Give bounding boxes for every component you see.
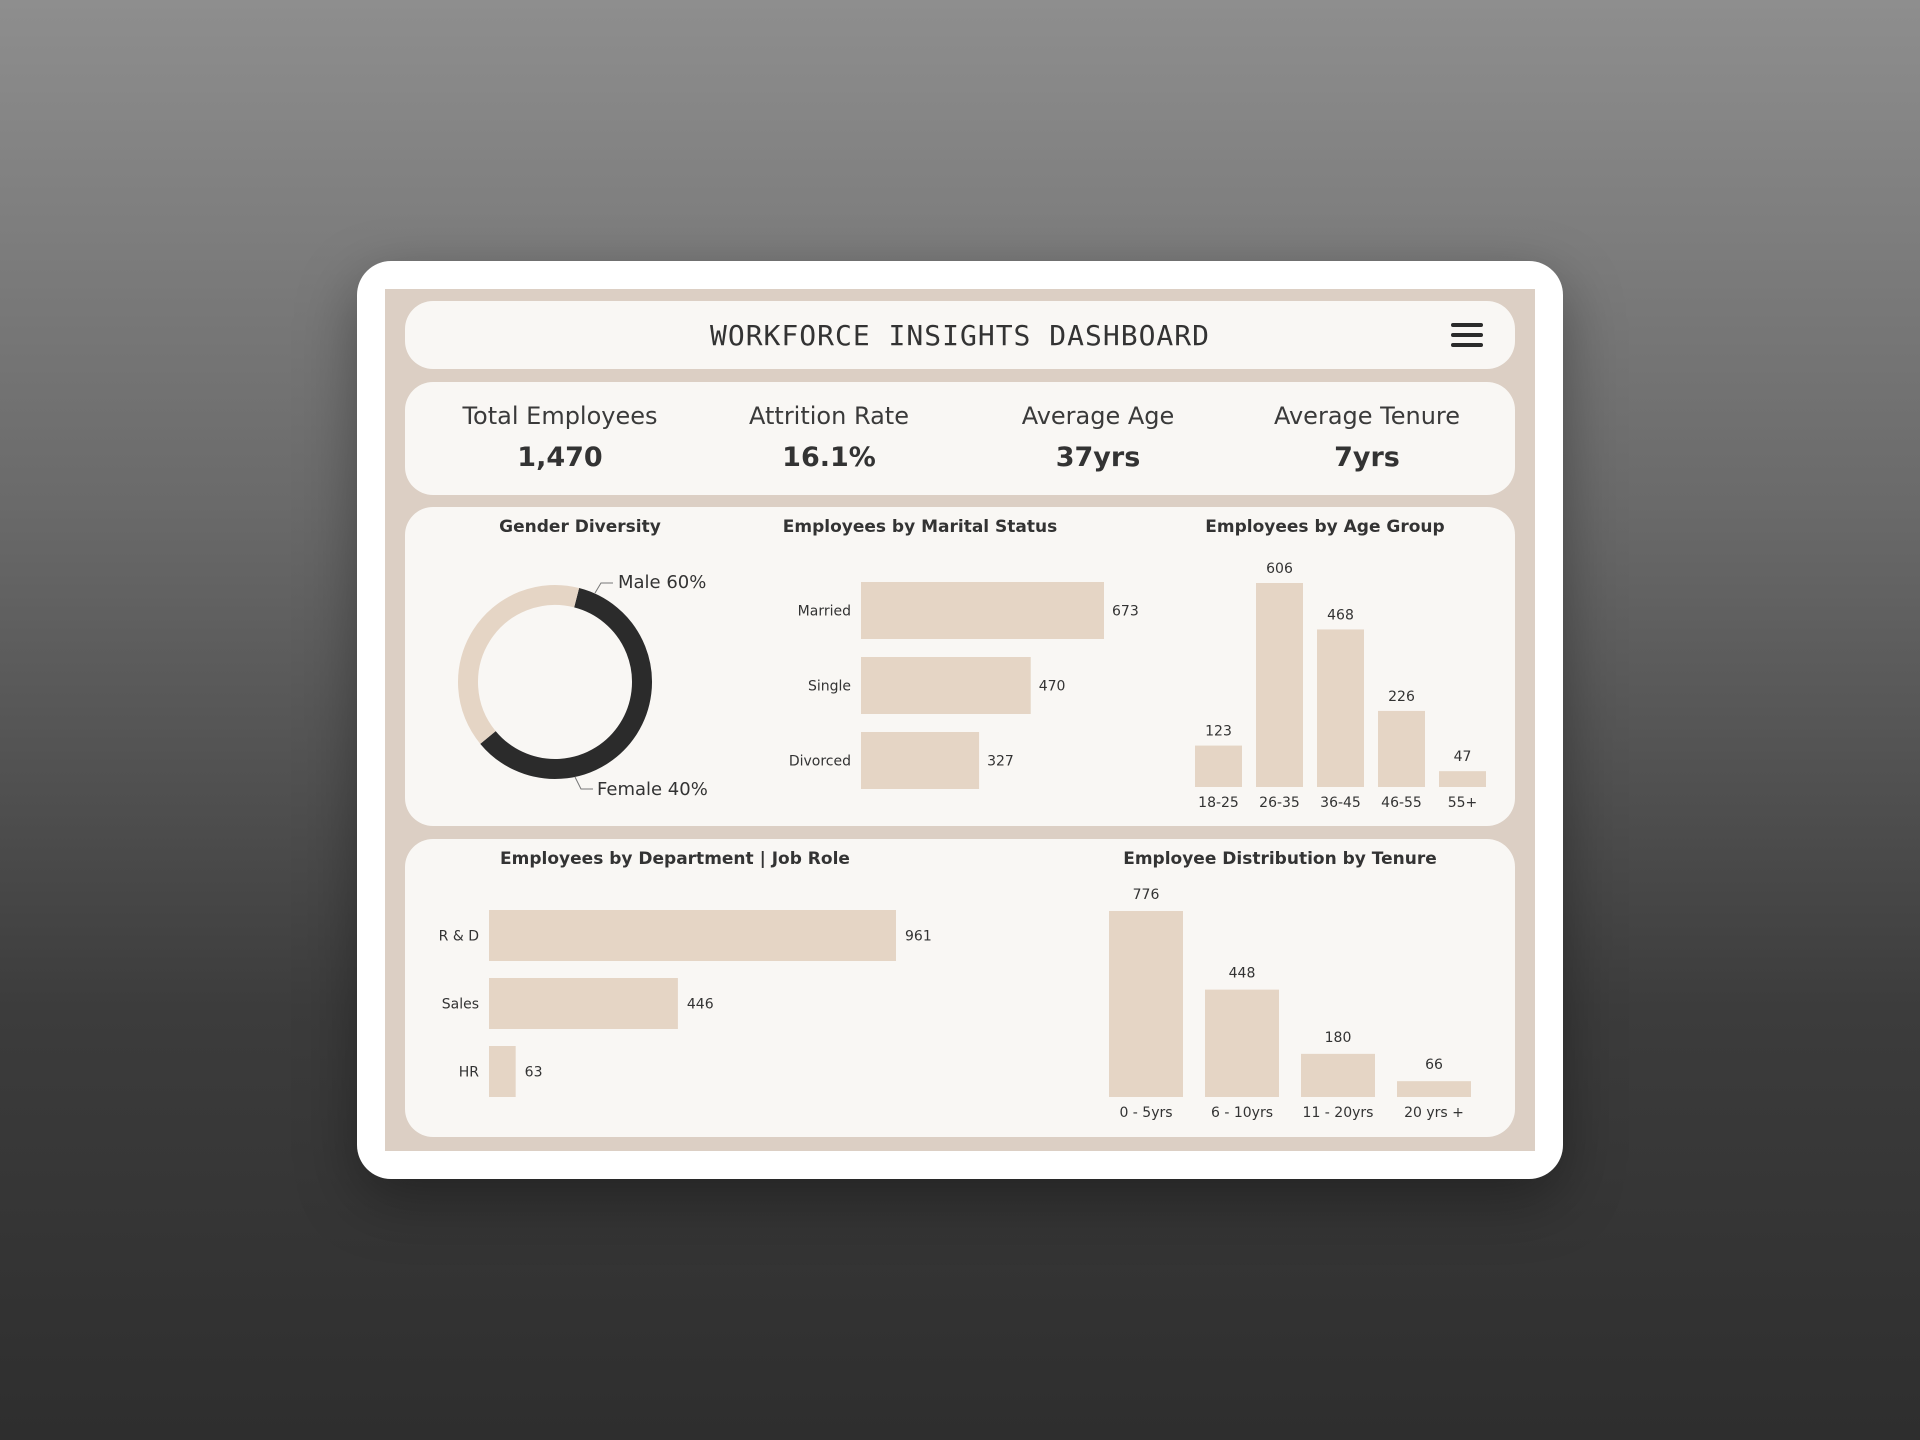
header-bar: WORKFORCE INSIGHTS DASHBOARD	[405, 301, 1515, 369]
marital-category-label: Single	[808, 679, 851, 695]
age-bar	[1439, 771, 1486, 787]
donut-slice-female	[458, 585, 580, 744]
tenure-value-label: 66	[1425, 1057, 1443, 1073]
age-value-label: 47	[1454, 749, 1472, 765]
tenure-value-label: 180	[1325, 1030, 1352, 1046]
kpi-total-employees: Total Employees 1,470	[425, 402, 695, 473]
charts-row-2-canvas: R & D 961 Sales 446 HR 63 776 0 - 5yrs 448 6 - 10…	[439, 887, 1471, 1121]
donut-slice-male	[480, 588, 652, 779]
age-value-label: 226	[1388, 689, 1415, 705]
kpi-strip: Total Employees 1,470 Attrition Rate 16.…	[405, 382, 1515, 495]
tenure-category-label: 20 yrs +	[1404, 1105, 1464, 1121]
kpi-label: Attrition Rate	[749, 402, 909, 430]
marital-bar	[861, 582, 1104, 639]
department-value-label: 446	[687, 997, 714, 1013]
tenure-category-label: 6 - 10yrs	[1211, 1105, 1273, 1121]
hamburger-menu-icon[interactable]	[1451, 323, 1483, 347]
age-bar	[1317, 629, 1364, 787]
age-category-label: 26-35	[1259, 795, 1300, 811]
marital-category-label: Married	[798, 604, 851, 620]
age-category-label: 36-45	[1320, 795, 1361, 811]
age-value-label: 123	[1205, 724, 1232, 740]
department-chart-title: Employees by Department | Job Role	[500, 849, 850, 869]
kpi-attrition-rate: Attrition Rate 16.1%	[694, 402, 964, 473]
kpi-average-age: Average Age 37yrs	[963, 402, 1233, 473]
age-category-label: 55+	[1448, 795, 1478, 811]
tenure-value-label: 448	[1229, 966, 1256, 982]
tablet-frame: WORKFORCE INSIGHTS DASHBOARD Total Emplo…	[357, 261, 1563, 1179]
page-title: WORKFORCE INSIGHTS DASHBOARD	[709, 319, 1210, 352]
age-chart-title: Employees by Age Group	[1205, 517, 1445, 537]
tenure-bar	[1301, 1053, 1375, 1097]
marital-category-label: Divorced	[789, 754, 851, 770]
age-value-label: 606	[1266, 561, 1293, 577]
kpi-label: Total Employees	[462, 402, 658, 430]
marital-bar	[861, 657, 1031, 714]
tenure-bar	[1397, 1081, 1471, 1097]
department-value-label: 961	[905, 929, 932, 945]
male-leader-line	[594, 582, 613, 594]
charts-row-1-canvas: Male 60% Female 40% Married 673 Single 470 Div…	[458, 561, 1486, 811]
charts-row-2: Employees by Department | Job Role Emplo…	[405, 839, 1515, 1137]
donut-label-female: Female 40%	[597, 779, 708, 800]
age-bar	[1256, 583, 1303, 787]
age-category-label: 46-55	[1381, 795, 1422, 811]
marital-value-label: 327	[987, 754, 1014, 770]
kpi-label: Average Tenure	[1273, 402, 1461, 430]
marital-value-label: 470	[1039, 679, 1066, 695]
department-category-label: Sales	[442, 997, 479, 1013]
charts-row-1: Gender Diversity Employees by Marital St…	[405, 507, 1515, 826]
tenure-value-label: 776	[1133, 887, 1160, 903]
tenure-bar	[1109, 911, 1183, 1097]
marital-chart-title: Employees by Marital Status	[782, 517, 1058, 537]
kpi-label: Average Age	[1021, 402, 1175, 430]
kpi-value: 1,470	[517, 442, 603, 473]
donut-label-male: Male 60%	[618, 572, 706, 593]
tenure-chart-title: Employee Distribution by Tenure	[1123, 849, 1437, 869]
gender-chart-title: Gender Diversity	[499, 517, 661, 537]
department-bar	[489, 910, 896, 961]
kpi-value: 7yrs	[1334, 442, 1400, 473]
age-bar	[1378, 710, 1425, 787]
age-category-label: 18-25	[1198, 795, 1239, 811]
tenure-category-label: 0 - 5yrs	[1119, 1105, 1172, 1121]
kpi-average-tenure: Average Tenure 7yrs	[1232, 402, 1502, 473]
age-value-label: 468	[1327, 607, 1354, 623]
department-category-label: R & D	[439, 929, 479, 945]
age-bar	[1195, 745, 1242, 787]
dashboard-screen: WORKFORCE INSIGHTS DASHBOARD Total Emplo…	[385, 289, 1535, 1151]
tenure-category-label: 11 - 20yrs	[1303, 1105, 1374, 1121]
kpi-value: 37yrs	[1055, 442, 1141, 473]
marital-value-label: 673	[1112, 604, 1139, 620]
kpi-value: 16.1%	[782, 442, 876, 473]
department-category-label: HR	[459, 1065, 480, 1081]
marital-bar	[861, 732, 980, 789]
department-bar	[489, 978, 678, 1029]
department-value-label: 63	[525, 1065, 543, 1081]
tenure-bar	[1205, 989, 1279, 1097]
department-bar	[489, 1046, 516, 1097]
female-leader-line	[574, 776, 593, 790]
